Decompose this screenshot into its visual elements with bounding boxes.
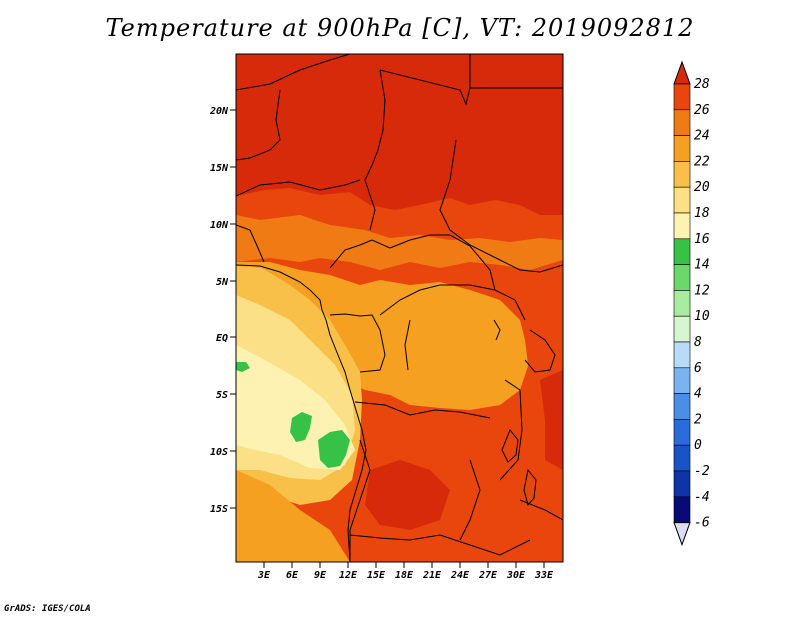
colorbar-segment [673,161,691,188]
lat-label: 5N [216,277,229,288]
colorbar-segment [673,186,691,214]
colorbar-label: 28 [694,77,710,92]
colorbar-label: 18 [694,206,710,221]
colorbar-label: 2 [694,412,702,427]
lon-label: 15E [367,570,386,581]
lat-label: 15N [210,163,229,174]
map-panel [235,53,564,563]
colorbar-segment [673,83,691,111]
colorbar-label: 24 [694,129,710,144]
lat-label: EQ [216,333,228,344]
colorbar-segment [673,367,691,394]
lon-label: 27E [478,570,498,581]
colorbar-segment [673,264,691,291]
colorbar-segment [673,470,691,498]
colorbar-label: 4 [694,387,702,402]
temp-region-14-c [236,362,250,372]
colorbar-segment [673,496,691,523]
colorbar-label: 22 [694,154,710,169]
coastline [236,264,367,562]
colorbar-label: 6 [694,361,702,376]
lon-label: 24E [450,570,470,581]
colorbar-label: 10 [694,309,710,324]
colorbar-segment [673,444,691,472]
lat-label: 10S [210,447,228,458]
colorbar-label: 26 [694,103,710,118]
colorbar-segment [673,341,691,369]
lat-axis: 20N 15N 10N 5N EQ 5S 10S 15S [209,106,236,515]
colorbar-segment [673,135,691,162]
colorbar-label: 16 [694,232,710,247]
credit-text: GrADS: IGES/COLA [4,604,91,614]
temp-region-22 [236,262,530,410]
lon-label: 21E [422,570,442,581]
lat-label: 15S [210,504,228,515]
lon-label: 3E [257,570,271,581]
temp-region-28 [236,54,563,215]
colorbar-segment [673,419,691,446]
colorbar-segment [673,238,691,265]
country-borders [236,54,563,562]
colorbar-top-arrow [673,60,691,85]
temp-region-28-south [365,460,450,530]
temp-region-28-east [540,370,563,470]
temp-region-24 [236,215,563,270]
lon-label: 18E [395,570,414,581]
chart-title: Temperature at 900hPa [C], VT: 201909281… [105,14,695,42]
temp-region-22-sw [236,470,350,562]
colorbar-label: 0 [694,438,702,453]
lon-label: 30E [506,570,526,581]
colorbar-segment [673,212,691,240]
lat-label: 10N [210,220,229,231]
colorbar-label: 20 [694,180,710,195]
colorbar-label: -2 [694,464,710,479]
colorbar-segment [673,315,691,343]
colorbar-label: 8 [694,335,702,350]
colorbar-segment [673,290,691,317]
lat-label: 5S [216,390,228,401]
temp-region-26-east [520,290,563,562]
colorbar-label: 12 [694,283,710,298]
colorbar-segment [673,109,691,136]
lon-label: 9E [314,570,327,581]
colorbar-segment [673,393,691,420]
lon-label: 33E [534,570,554,581]
lon-axis: 3E 6E 9E 12E 15E 18E 21E 24E 27E 30E 33E [257,562,554,581]
lon-label: 12E [339,570,358,581]
colorbar-bottom-arrow [673,522,691,547]
colorbar-label: 14 [694,258,710,273]
map-frame [235,53,564,563]
lat-label: 20N [209,106,229,117]
colorbar-label: -6 [694,516,710,531]
temp-region-14-b [318,430,350,468]
colorbar-label: -4 [694,490,710,505]
lon-label: 6E [286,570,299,581]
temp-region-14-a [290,412,312,442]
